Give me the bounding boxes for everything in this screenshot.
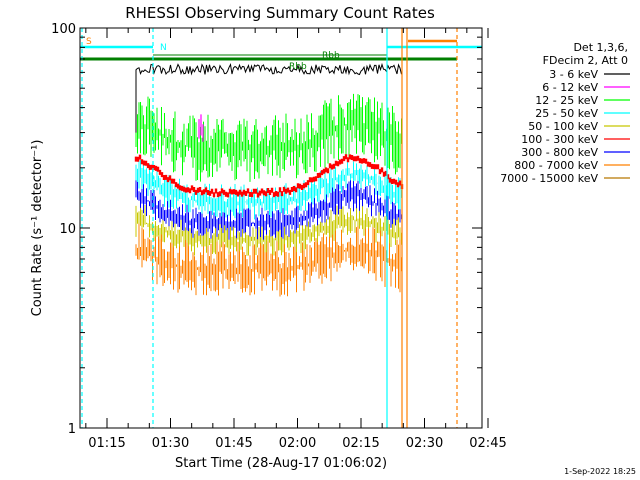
x-tick-label-2: 01:45: [215, 436, 252, 451]
annotation-2: Rbb: [289, 62, 307, 72]
annotation-0: S: [86, 37, 92, 47]
legend-label-1: 6 - 12 keV: [542, 81, 598, 94]
x-tick-label-0: 01:15: [88, 436, 125, 451]
legend-label-3: 25 - 50 keV: [535, 107, 598, 120]
legend-header-line-1: Det 1,3,6,: [573, 41, 628, 54]
x-tick-label-6: 02:45: [469, 436, 506, 451]
legend-label-6: 300 - 800 keV: [521, 146, 598, 159]
axes: 1 10 100 01:15 01:30 01:45 02:00 02:15 02:30 02:4…: [51, 22, 507, 451]
x-axis-label: Start Time (28-Aug-17 01:06:02): [175, 456, 387, 471]
x-tick-label-1: 01:30: [152, 436, 189, 451]
y-tick-label-0: 1: [68, 422, 76, 437]
chart-title: RHESSI Observing Summary Count Rates: [125, 4, 435, 22]
legend-label-0: 3 - 6 keV: [549, 68, 598, 81]
y-tick-label-2: 100: [51, 22, 76, 37]
y-axis-label: Count Rate (s⁻¹ detector⁻¹): [30, 140, 45, 317]
y-tick-label-1: 10: [59, 222, 76, 237]
series-25-50-kev: [135, 160, 402, 220]
footer-date: 1-Sep-2022 18:25: [564, 467, 636, 476]
legend-label-2: 12 - 25 keV: [535, 94, 598, 107]
annotation-1: N: [160, 43, 167, 53]
data-layer: S N Rbb Rbb: [80, 28, 482, 428]
series-800-7000-kev: [135, 223, 402, 297]
series-12-25-kev: [135, 93, 402, 182]
series-6-12-kev: [198, 114, 204, 142]
annotation-3: Rbb: [322, 51, 340, 61]
series-3-6-kev: [135, 62, 402, 133]
x-tick-label-4: 02:15: [342, 436, 379, 451]
legend-label-4: 50 - 100 keV: [528, 120, 598, 133]
x-tick-label-5: 02:30: [406, 436, 443, 451]
legend-label-5: 100 - 300 keV: [521, 133, 598, 146]
legend-label-7: 800 - 7000 keV: [514, 159, 598, 172]
series-50-100-kev: [135, 202, 402, 257]
legend-header-line-2: FDecim 2, Att 0: [543, 54, 628, 67]
x-tick-label-3: 02:00: [279, 436, 316, 451]
series-300-800-kev: [135, 180, 402, 240]
series-100-300-kev: [134, 154, 404, 198]
legend-label-8: 7000 - 15000 keV: [500, 172, 598, 185]
